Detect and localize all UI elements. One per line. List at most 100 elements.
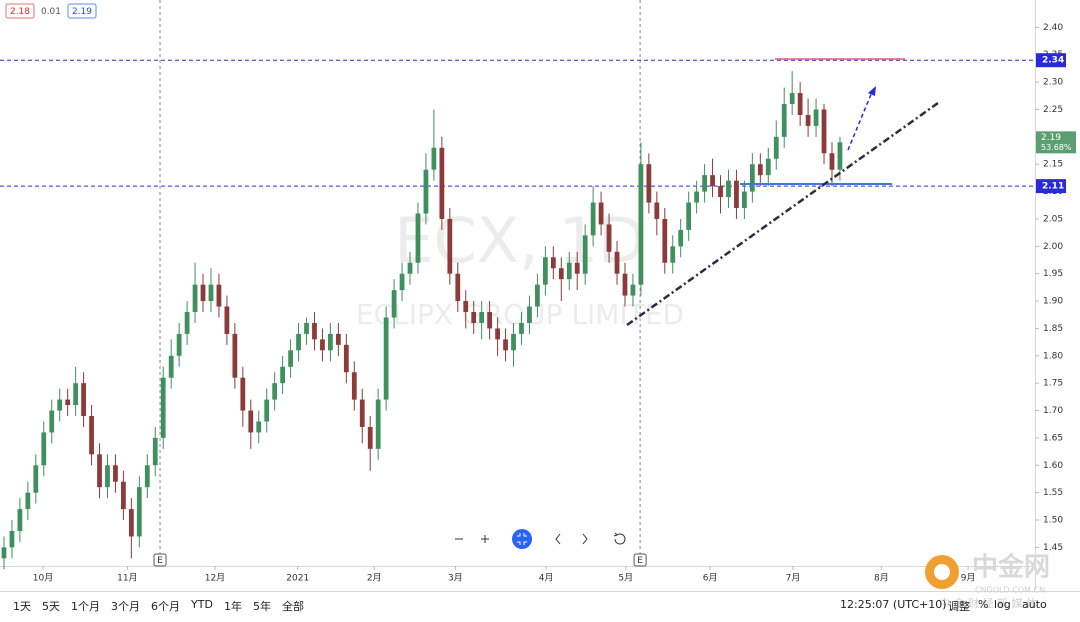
candle-body [375, 399, 381, 449]
range-button[interactable]: 1年 [224, 600, 242, 613]
candle-body [136, 487, 142, 537]
candle-body [192, 284, 198, 313]
candle-body [742, 191, 747, 209]
range-button[interactable]: 1个月 [71, 600, 100, 613]
ask-box [67, 3, 97, 19]
x-tick-label: 11月 [117, 573, 137, 584]
candle-body [718, 186, 723, 198]
clock: 12:25:07 (UTC+10) [840, 598, 947, 611]
candle-body [208, 284, 214, 302]
candle-body [431, 147, 437, 170]
candle-body [829, 153, 835, 170]
y-tick-label: 1.65 [1043, 433, 1063, 443]
scroll-left-button[interactable] [548, 529, 568, 549]
candle-body [113, 465, 118, 482]
candle-body [304, 322, 309, 334]
range-button[interactable]: 1天 [13, 600, 31, 613]
candle-body [654, 202, 660, 219]
candle-body [216, 284, 222, 307]
range-button[interactable]: 全部 [282, 600, 304, 613]
option-button[interactable]: 调整 [948, 600, 970, 613]
event-label: E [157, 556, 163, 566]
y-tick-label: 1.80 [1043, 351, 1063, 361]
candle-body [17, 509, 23, 531]
candle-body [41, 432, 47, 466]
y-tick-label: 1.95 [1043, 269, 1063, 279]
candle-body [335, 333, 341, 345]
candle-body [638, 164, 644, 285]
candle-body [343, 344, 349, 373]
range-button[interactable]: 6个月 [151, 600, 180, 613]
candle-body [1, 547, 7, 559]
range-button[interactable]: 5年 [253, 600, 271, 613]
candle-body [423, 169, 429, 214]
x-tick-label: 9月 [961, 573, 976, 584]
candle-body [447, 218, 453, 274]
range-button[interactable]: YTD [191, 598, 213, 611]
event-marker [633, 553, 647, 567]
y-tick-label: 1.90 [1043, 297, 1063, 307]
candle-body [734, 180, 739, 209]
candle-body [797, 93, 803, 115]
candle-body [694, 191, 700, 203]
candle-body [542, 257, 548, 285]
candle-body [367, 426, 373, 449]
candle-body [65, 399, 71, 406]
candle-body [614, 251, 620, 274]
candle-body [662, 218, 668, 263]
x-tick-label: 2021 [286, 574, 309, 584]
last-price-tag [1036, 131, 1076, 154]
candle-body [144, 465, 150, 488]
candle-body [495, 328, 500, 340]
y-tick-label: 1.45 [1043, 543, 1063, 553]
candle-body [686, 202, 692, 230]
icon [555, 533, 561, 545]
spread: 0.01 [41, 7, 61, 17]
price-tag [1036, 179, 1066, 194]
candle-body [415, 213, 421, 263]
candle-body [821, 109, 827, 154]
candle-body [81, 383, 86, 417]
y-tick-label: 2.00 [1043, 242, 1063, 252]
logo-name: 中金网 [972, 552, 1050, 583]
reset-scale-button[interactable] [512, 529, 532, 549]
event-marker [153, 553, 167, 567]
x-tick-label: 4月 [539, 573, 554, 584]
candle-body [399, 273, 405, 291]
x-tick-label: 5月 [618, 573, 633, 584]
candle-body [407, 262, 413, 274]
candle-body [519, 322, 524, 334]
y-tick-label: 2.15 [1043, 160, 1063, 170]
option-button[interactable]: % [978, 598, 989, 611]
candle-body [630, 284, 636, 296]
candle-body [773, 136, 779, 159]
x-tick-label: 2月 [367, 573, 382, 584]
last-price: 2.19 [1041, 133, 1061, 143]
y-tick-label: 2.30 [1043, 78, 1063, 88]
candle-body [25, 492, 31, 510]
range-button[interactable]: 5天 [42, 600, 60, 613]
scroll-right-button[interactable] [575, 529, 595, 549]
option-button[interactable]: auto [1022, 598, 1047, 611]
icon [582, 533, 588, 545]
candle-body [248, 410, 254, 433]
x-tick-label: 8月 [874, 573, 889, 584]
logo-tagline: 中 金 财 经 新 媒 体 [939, 596, 1037, 610]
candle-body [566, 262, 572, 280]
last-change: 53.68% [1041, 143, 1072, 152]
option-button[interactable]: log [994, 598, 1011, 611]
candle-body [57, 399, 63, 411]
candle-body [160, 377, 166, 438]
watermark: ECX, 1D [394, 204, 646, 277]
candle-body [439, 147, 445, 219]
candle-body [503, 339, 508, 351]
candle-body [296, 333, 301, 351]
candle-body [9, 530, 15, 548]
reset-button[interactable] [610, 529, 630, 549]
range-button[interactable]: 3个月 [111, 600, 140, 613]
candle-body [89, 416, 94, 455]
candle-body [487, 312, 493, 329]
candle-body [749, 164, 755, 192]
price-tag-label: 2.34 [1042, 56, 1064, 66]
